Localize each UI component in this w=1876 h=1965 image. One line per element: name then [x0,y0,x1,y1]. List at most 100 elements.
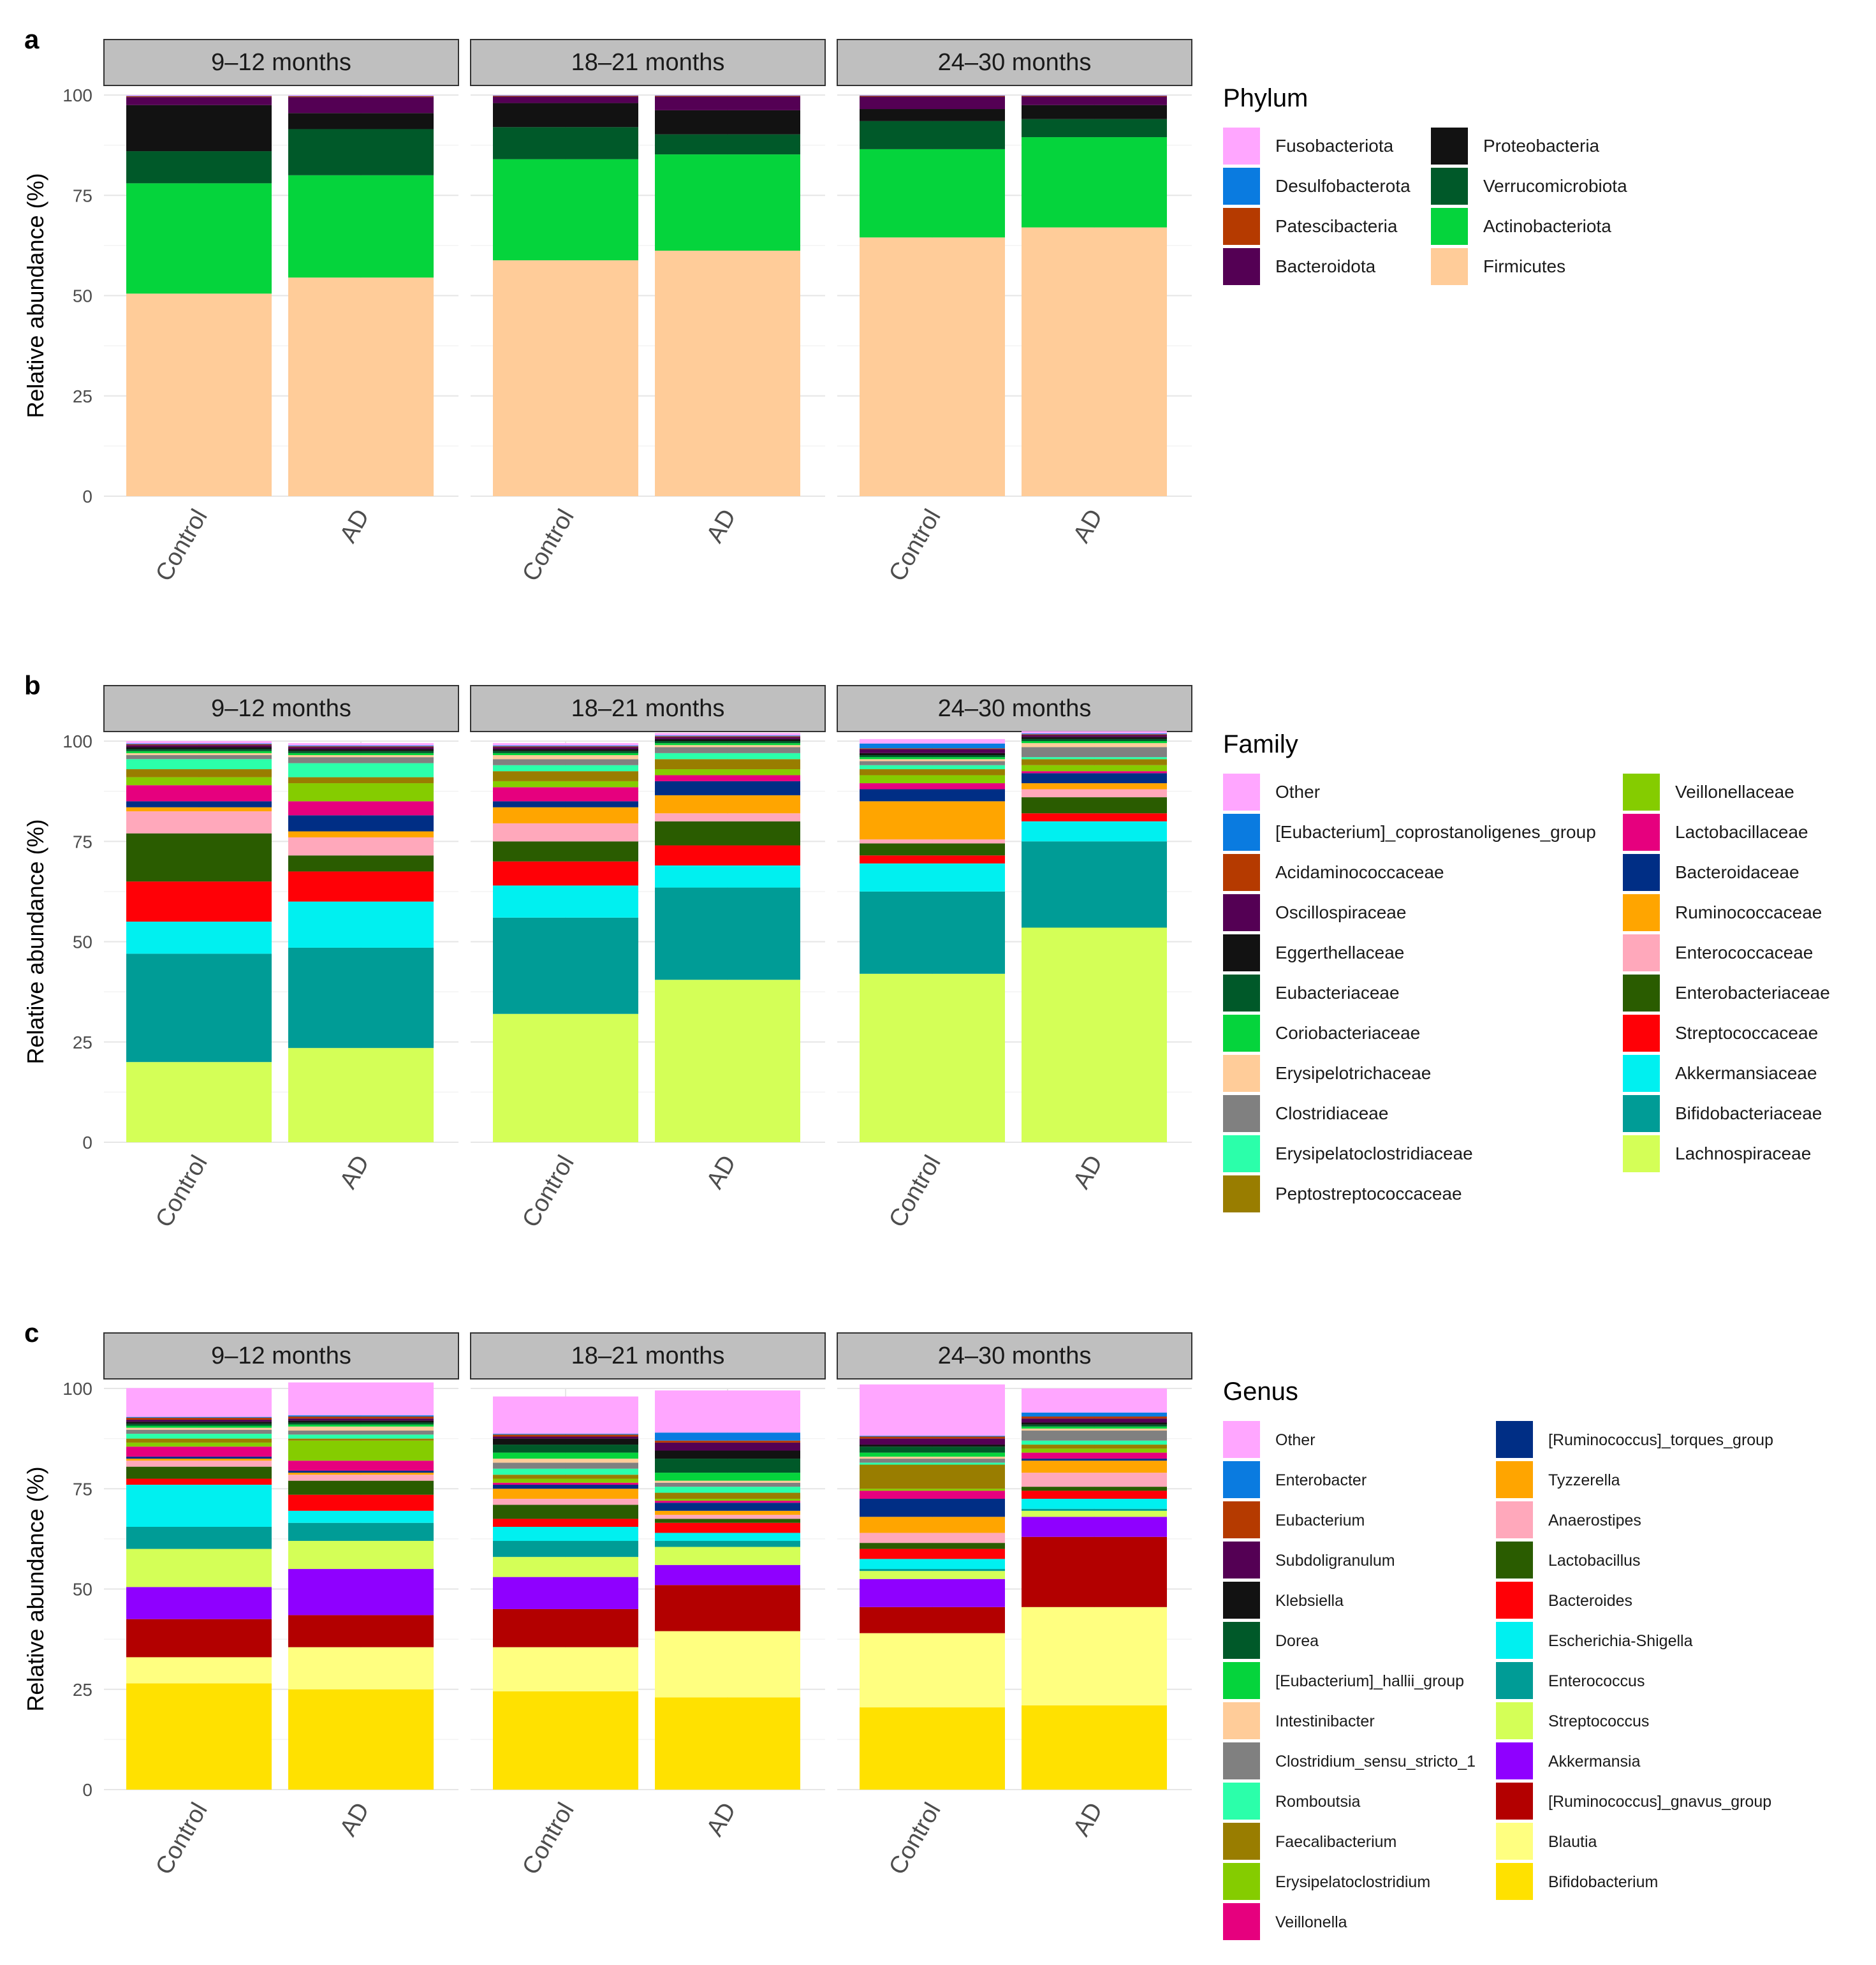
bar-control [860,1384,1005,1790]
bar-control [860,95,1005,496]
bar-segment-lactobacillaceae [1022,771,1167,774]
bar-segment-firmicutes [493,260,638,496]
legend-swatch [1623,774,1660,811]
legend-label: Escherichia-Shigella [1548,1632,1693,1650]
bar-segment-enterobacteriaceae [493,841,638,862]
bar-segment-eubacteriaceae [493,751,638,753]
bar-segment-veillonella [493,1482,638,1485]
legend-item-escherichia-shigella: Escherichia-Shigella [1496,1622,1693,1659]
bar-segment-bacteroidota [1022,96,1167,105]
bar-segment-blautia [126,1657,272,1684]
bar-segment-ruminococcaceae [288,831,434,837]
legend-swatch [1223,1622,1260,1659]
bar-ad [288,95,434,496]
legend-swatch [1496,1783,1533,1820]
bar-segment-bifidobacteriaceae [860,891,1005,974]
bar-segment-faecalibacterium [860,1464,1005,1489]
bar-segment-bifidobacteriaceae [288,947,434,1049]
bar-segment-tyzzerella [493,1489,638,1499]
legend-swatch [1223,854,1260,891]
bar-segment-erysipelotrichaceae [1022,743,1167,747]
bar-segment-intestinibacter [860,1456,1005,1459]
bar-segment-lachnospiraceae [655,980,800,1142]
bar-segment-bifidobacteriaceae [655,887,800,980]
bar-segment-lactobacillus [860,1543,1005,1549]
bar-segment-bacteroidota [288,97,434,114]
bar-segment-bifidobacteriaceae [493,917,638,1014]
bar-segment-verrucomicrobiota [288,129,434,175]
bar-segment-akkermansia [126,1587,272,1619]
bar-segment-lachnospiraceae [493,1013,638,1142]
bar-segment-escherichia-shigella [1022,1498,1167,1509]
legend-swatch [1623,1015,1660,1052]
legend-item-bacteroidota: Bacteroidota [1223,248,1376,285]
bar-segment-verrucomicrobiota [126,151,272,184]
bar-segment-oscillospiraceae [493,747,638,749]
legend-item-actinobacteriota: Actinobacteriota [1431,208,1611,245]
bar-segment-blautia [288,1647,434,1689]
legend-item-lactobacillus: Lactobacillus [1496,1542,1641,1579]
bar-segment-acidaminococcaceae [288,746,434,747]
legend-swatch [1223,1582,1260,1619]
bar-segment-faecalibacterium [126,1438,272,1443]
bar-segment-streptococcus [288,1541,434,1570]
legend-label: Dorea [1275,1632,1319,1650]
bar-segment-bacteroides [288,1494,434,1511]
facet-title: 18–21 months [571,695,725,722]
bar-segment-dorea [1022,1424,1167,1427]
bar-ad [288,743,434,1142]
bar-segment-fusobacteriota [126,95,272,96]
bar-segment-tyzzerella [288,1473,434,1475]
legend-swatch [1223,1015,1260,1052]
bar-segment-bacteroidota [655,96,800,110]
legend-label: Desulfobacterota [1275,176,1411,196]
legend-label: Eubacteriaceae [1275,983,1400,1003]
legend-swatch [1623,894,1660,931]
legend-label: Proteobacteria [1483,136,1600,156]
legend-label: Eggerthellaceae [1275,943,1404,962]
bar-segment-subdoligranulum [126,1420,272,1422]
facet-strip [837,39,1192,86]
legend-swatch [1223,814,1260,851]
bar-ad [1022,731,1167,1142]
legend-label: Lachnospiraceae [1675,1144,1811,1163]
bar-segment-faecalibacterium [288,1438,434,1441]
bar-segment-eubacterium-coprostanoligenes-group [1022,733,1167,735]
x-tick-label: Control [150,1799,213,1880]
legend-swatch [1223,168,1260,205]
bar-segment-akkermansiaceae [288,901,434,948]
bar-segment-bifidobacterium [860,1707,1005,1790]
legend-swatch [1496,1582,1533,1619]
bar-segment-ruminococcus-gnavus-group [655,1585,800,1631]
bar-segment-verrucomicrobiota [655,134,800,155]
facet-18-21-months: 18–21 months Control AD [470,1332,826,1880]
bar-segment-eubacterium [860,1436,1005,1439]
bar-segment-coriobacteriaceae [860,757,1005,760]
bar-segment-akkermansiaceae [860,863,1005,892]
legend-label: Streptococcus [1548,1712,1649,1730]
bar-segment-erysipelatoclostridium [1022,1448,1167,1453]
panel-a: a Relative abundance (%) 0 25 50 75 100 9–12 mo… [22,24,1627,586]
legend-swatch [1623,1135,1660,1172]
bar-segment-lachnospiraceae [1022,927,1167,1142]
bar-ad [655,1390,800,1790]
bar-segment-actinobacteriota [493,159,638,261]
x-tick-label: AD [335,1151,375,1194]
bar-ad [1022,1388,1167,1790]
bar-segment-actinobacteriota [288,175,434,278]
bar-segment-streptococcus [655,1547,800,1565]
bar-segment-bacteroidaceae [860,789,1005,802]
bar-segment-acidaminococcaceae [860,748,1005,749]
legend-item-bacteroides: Bacteroides [1496,1582,1632,1619]
legend-item-bacteroidaceae: Bacteroidaceae [1623,854,1799,891]
y-tick-label: 50 [73,286,92,306]
y-tick-label: 25 [73,386,92,406]
bar-segment-klebsiella [1022,1422,1167,1425]
bar-segment-eubacterium [126,1417,272,1420]
bar-segment-tyzzerella [126,1459,272,1461]
legend-label: Bacteroidaceae [1675,862,1799,882]
bar-segment-faecalibacterium [655,1492,800,1499]
legend: Genus Other Enterobacter Eubacterium Subdoli… [1223,1378,1773,1940]
x-tick-label: Control [517,1799,580,1880]
legend-label: Enterobacter [1275,1471,1367,1489]
